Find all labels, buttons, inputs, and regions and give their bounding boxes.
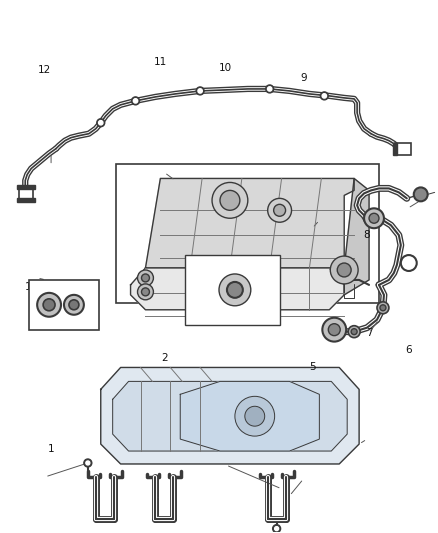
Circle shape bbox=[212, 182, 248, 218]
Bar bbox=[393, 143, 397, 155]
Circle shape bbox=[330, 256, 358, 284]
Circle shape bbox=[414, 188, 427, 201]
Text: 7: 7 bbox=[366, 328, 372, 338]
Circle shape bbox=[273, 524, 281, 532]
Bar bbox=[29, 280, 99, 330]
Text: 14: 14 bbox=[25, 281, 38, 292]
Circle shape bbox=[219, 274, 251, 306]
Circle shape bbox=[348, 326, 360, 337]
Circle shape bbox=[43, 299, 55, 311]
Circle shape bbox=[133, 99, 138, 103]
Circle shape bbox=[364, 208, 384, 228]
Circle shape bbox=[196, 87, 204, 95]
Text: 13: 13 bbox=[31, 292, 44, 302]
Polygon shape bbox=[113, 382, 347, 451]
Circle shape bbox=[328, 324, 340, 336]
Circle shape bbox=[274, 204, 286, 216]
Circle shape bbox=[380, 305, 386, 311]
Circle shape bbox=[320, 92, 328, 100]
Polygon shape bbox=[180, 382, 319, 451]
Circle shape bbox=[322, 318, 346, 342]
Bar bbox=[185, 255, 279, 325]
Circle shape bbox=[86, 461, 90, 465]
Circle shape bbox=[275, 527, 279, 531]
Circle shape bbox=[69, 300, 79, 310]
Circle shape bbox=[266, 85, 274, 93]
Circle shape bbox=[369, 213, 379, 223]
Circle shape bbox=[268, 198, 292, 222]
Circle shape bbox=[97, 119, 105, 127]
Circle shape bbox=[227, 282, 243, 298]
Polygon shape bbox=[145, 179, 354, 268]
Polygon shape bbox=[344, 179, 369, 295]
Circle shape bbox=[64, 295, 84, 315]
Circle shape bbox=[37, 293, 61, 317]
Circle shape bbox=[131, 97, 140, 105]
Circle shape bbox=[235, 397, 275, 436]
Text: 3: 3 bbox=[190, 290, 196, 301]
Circle shape bbox=[138, 284, 153, 300]
Circle shape bbox=[377, 302, 389, 314]
Circle shape bbox=[220, 190, 240, 211]
Circle shape bbox=[99, 120, 103, 125]
Bar bbox=[395, 143, 411, 155]
Circle shape bbox=[322, 94, 326, 98]
Text: 4: 4 bbox=[267, 303, 274, 313]
Circle shape bbox=[141, 288, 149, 296]
Bar bbox=[17, 198, 35, 203]
Circle shape bbox=[268, 87, 272, 91]
Text: 8: 8 bbox=[364, 230, 370, 240]
Circle shape bbox=[198, 88, 202, 93]
Text: 11: 11 bbox=[154, 58, 167, 67]
Polygon shape bbox=[101, 367, 359, 464]
Text: 15: 15 bbox=[80, 279, 93, 289]
Bar bbox=[116, 164, 379, 303]
Bar bbox=[17, 185, 35, 189]
Text: 6: 6 bbox=[405, 345, 412, 356]
Circle shape bbox=[138, 270, 153, 286]
Text: 5: 5 bbox=[309, 362, 316, 372]
Text: 2: 2 bbox=[161, 353, 168, 362]
Text: 10: 10 bbox=[219, 63, 232, 72]
Text: 9: 9 bbox=[300, 73, 307, 83]
Circle shape bbox=[337, 263, 351, 277]
Circle shape bbox=[245, 406, 265, 426]
Circle shape bbox=[351, 329, 357, 335]
Text: 1: 1 bbox=[48, 445, 55, 455]
Text: 12: 12 bbox=[38, 66, 52, 75]
Bar bbox=[19, 187, 33, 203]
Circle shape bbox=[84, 459, 92, 467]
Circle shape bbox=[141, 274, 149, 282]
Polygon shape bbox=[131, 268, 344, 310]
